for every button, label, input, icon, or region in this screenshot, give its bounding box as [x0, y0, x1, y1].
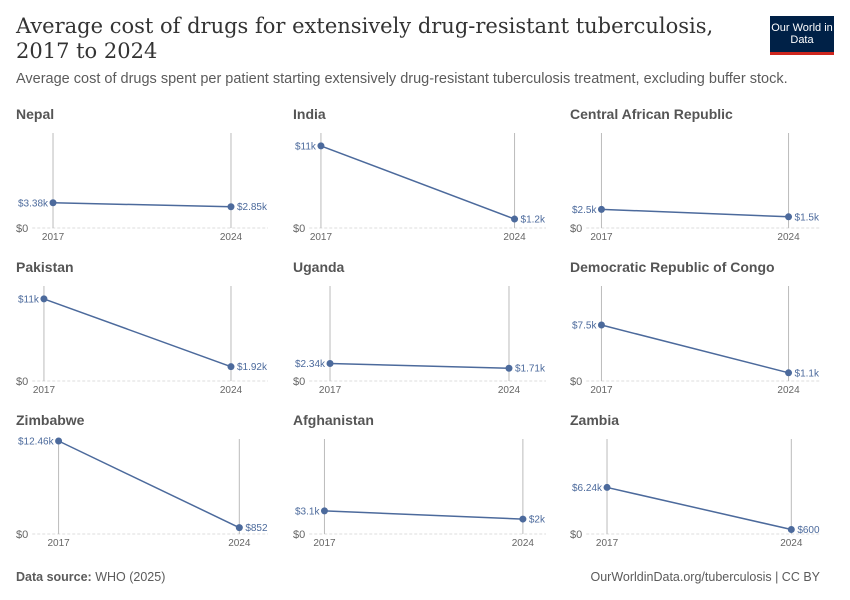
- data-point: [320, 507, 328, 515]
- data-label: $1.5k: [795, 212, 820, 223]
- data-point: [597, 205, 605, 213]
- data-label: $12.46k: [18, 437, 55, 448]
- data-label: $6.24k: [572, 483, 603, 494]
- y-tick-label: $0: [293, 376, 305, 388]
- series-line: [320, 145, 515, 220]
- x-tick-label: 2024: [220, 385, 243, 396]
- data-label: $2.85k: [237, 202, 268, 213]
- data-label: $1.71k: [515, 364, 546, 375]
- chart-title: Average cost of drugs for extensively dr…: [16, 14, 714, 63]
- panel-title: Pakistan: [16, 259, 74, 275]
- owid-logo[interactable]: Our World in Data: [770, 16, 834, 55]
- data-label: $1.2k: [521, 215, 546, 226]
- data-source-value[interactable]: WHO (2025): [95, 570, 166, 584]
- data-point: [235, 524, 243, 532]
- x-tick-label: 2024: [503, 232, 526, 243]
- data-point: [55, 437, 63, 445]
- x-tick-label: 2017: [313, 538, 336, 549]
- x-tick-label: 2017: [47, 538, 70, 549]
- panel-title: Afghanistan: [293, 412, 374, 428]
- x-tick-label: 2017: [590, 385, 613, 396]
- data-point: [227, 363, 235, 371]
- series-line: [601, 208, 789, 218]
- data-point: [49, 199, 57, 207]
- data-point: [40, 295, 48, 303]
- x-tick-label: 2017: [33, 385, 56, 396]
- panel-title: Central African Republic: [570, 106, 733, 122]
- x-tick-label: 2017: [42, 232, 65, 243]
- data-point: [787, 526, 795, 534]
- x-tick-label: 2024: [512, 538, 535, 549]
- data-label: $2k: [529, 515, 546, 526]
- y-tick-label: $0: [293, 223, 305, 235]
- x-tick-label: 2024: [777, 232, 800, 243]
- panel-title: Nepal: [16, 106, 54, 122]
- y-tick-label: $0: [293, 529, 305, 541]
- x-tick-label: 2024: [777, 385, 800, 396]
- data-point: [597, 321, 605, 329]
- data-source: Data source: WHO (2025): [16, 570, 165, 584]
- data-source-label: Data source:: [16, 570, 92, 584]
- data-label: $852: [245, 523, 268, 534]
- data-point: [505, 364, 513, 372]
- x-tick-label: 2024: [228, 538, 251, 549]
- footer-url[interactable]: OurWorldinData.org/tuberculosis | CC BY: [590, 570, 821, 584]
- series-line: [58, 440, 240, 529]
- y-tick-label: $0: [570, 529, 582, 541]
- panel-title: Uganda: [293, 259, 345, 275]
- data-point: [785, 369, 793, 377]
- y-tick-label: $0: [570, 223, 582, 235]
- data-label: $7.5k: [572, 321, 597, 332]
- data-point: [603, 483, 611, 491]
- data-label: $2.34k: [295, 359, 326, 370]
- data-label: $2.5k: [572, 205, 597, 216]
- data-label: $600: [797, 525, 820, 536]
- series-line: [606, 486, 792, 531]
- series-line: [324, 510, 523, 520]
- y-tick-label: $0: [570, 376, 582, 388]
- data-point: [785, 213, 793, 221]
- data-label: $3.38k: [18, 198, 49, 209]
- chart-subtitle: Average cost of drugs spent per patient …: [16, 71, 788, 87]
- data-point: [519, 515, 527, 523]
- x-tick-label: 2017: [310, 232, 333, 243]
- data-point: [326, 360, 334, 368]
- x-tick-label: 2017: [590, 232, 613, 243]
- panel-title: Democratic Republic of Congo: [570, 259, 775, 275]
- panel-title: Zimbabwe: [16, 412, 85, 428]
- series-line: [43, 298, 232, 368]
- x-tick-label: 2024: [498, 385, 521, 396]
- x-tick-label: 2024: [780, 538, 803, 549]
- data-label: $1.92k: [237, 362, 268, 373]
- x-tick-label: 2017: [596, 538, 619, 549]
- data-point: [511, 215, 519, 223]
- x-tick-label: 2017: [319, 385, 342, 396]
- data-label: $11k: [18, 294, 40, 305]
- panel-title: India: [293, 106, 326, 122]
- data-point: [317, 142, 325, 150]
- series-line: [330, 362, 509, 369]
- series-line: [53, 202, 231, 208]
- data-label: $1.1k: [795, 368, 820, 379]
- data-label: $3.1k: [295, 506, 320, 517]
- y-tick-label: $0: [16, 223, 28, 235]
- panel-title: Zambia: [570, 412, 619, 428]
- series-line: [601, 324, 789, 374]
- data-point: [227, 203, 235, 211]
- data-label: $11k: [295, 141, 317, 152]
- y-tick-label: $0: [16, 529, 28, 541]
- y-tick-label: $0: [16, 376, 28, 388]
- x-tick-label: 2024: [220, 232, 243, 243]
